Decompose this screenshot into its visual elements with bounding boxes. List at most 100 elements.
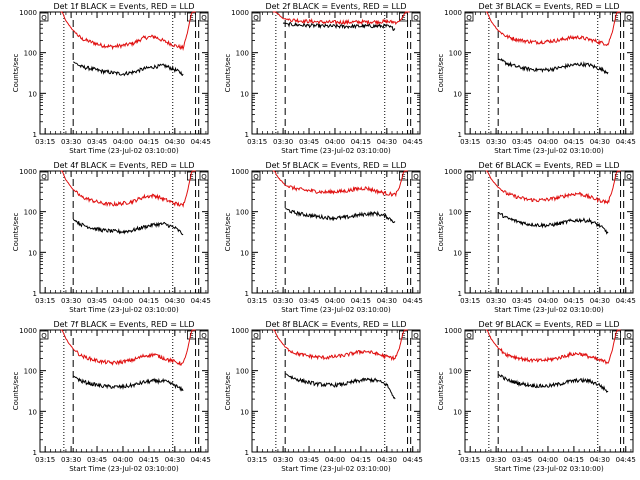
x-tick-label: 04:30 [165,456,185,464]
marker-label: Q [466,332,472,340]
marker-label: Q [253,173,259,181]
x-axis-label: Start Time (23-Jul-02 03:10:00) [69,306,179,314]
y-axis-label: Counts/sec [437,372,445,411]
y-tick-label: 1000 [19,168,37,176]
x-tick-label: 04:45 [616,138,636,146]
y-axis-label: Counts/sec [224,372,232,411]
detector-panel: Det 8f BLACK = Events, RED = LLD 1 10 100 10… [224,320,423,473]
plot-title: Det 4f BLACK = Events, RED = LLD [53,161,194,170]
marker-label: Q [466,173,472,181]
events-series-line [497,58,609,75]
y-axis-label: Counts/sec [224,213,232,252]
x-tick-label: 04:15 [564,456,584,464]
detector-panel: Det 9f BLACK = Events, RED = LLD 1 10 100 10… [437,320,636,473]
detector-panel: Det 2f BLACK = Events, RED = LLD 1 10 100 10… [224,2,423,155]
marker-box [251,12,261,22]
x-tick-label: 04:45 [191,138,211,146]
y-tick-label: 10 [453,249,462,257]
events-series-line [498,212,609,235]
x-tick-label: 03:45 [299,138,319,146]
x-tick-label: 03:15 [460,456,480,464]
marker-label: Q [626,173,632,181]
x-axis-label: Start Time (23-Jul-02 03:10:00) [494,465,604,473]
marker-box [612,330,621,340]
detector-panel: Det 4f BLACK = Events, RED = LLD 1 10 100 10… [12,161,211,314]
marker-label: Q [413,14,419,22]
marker-box [39,330,49,340]
x-axis-label: Start Time (23-Jul-02 03:10:00) [281,147,391,155]
x-tick-label: 04:00 [538,456,558,464]
y-axis-label: Counts/sec [12,54,20,93]
plot-frame [464,170,634,294]
x-tick-label: 03:30 [61,297,81,305]
y-axis-label: Counts/sec [12,372,20,411]
marker-label: Q [413,332,419,340]
plot-title: Det 6f BLACK = Events, RED = LLD [478,161,619,170]
x-tick-label: 03:45 [512,138,532,146]
y-tick-label: 1000 [444,168,462,176]
x-tick-label: 04:45 [403,138,423,146]
marker-box [251,330,261,340]
marker-label: Q [41,332,47,340]
plot-title: Det 8f BLACK = Events, RED = LLD [265,320,406,329]
marker-label: Q [466,14,472,22]
marker-box [199,171,209,181]
marker-box [464,12,474,22]
plot-title: Det 5f BLACK = Events, RED = LLD [265,161,406,170]
x-tick-label: 04:00 [325,297,345,305]
y-axis-label: Counts/sec [12,213,20,252]
y-tick-label: 1 [245,131,249,139]
x-tick-label: 04:15 [351,138,371,146]
x-tick-label: 04:45 [403,297,423,305]
marker-box [411,12,421,22]
events-series-line [285,373,396,400]
marker-box [464,330,474,340]
y-axis-label: Counts/sec [224,54,232,93]
marker-box [199,12,209,22]
marker-box [624,330,634,340]
marker-label: E [614,173,618,181]
marker-label: Q [41,173,47,181]
y-tick-label: 10 [453,408,462,416]
events-series-line [73,375,184,392]
marker-label: Q [201,14,207,22]
events-series-line [285,208,396,224]
marker-box [39,12,49,22]
lld-series-line [272,329,408,362]
marker-label: Q [626,14,632,22]
y-tick-label: 100 [236,50,249,58]
x-tick-label: 03:30 [273,456,293,464]
x-tick-label: 03:45 [87,297,107,305]
x-tick-label: 03:30 [273,297,293,305]
lld-series-line [272,170,408,198]
x-tick-label: 04:00 [538,138,558,146]
events-series-line [72,218,184,236]
detector-panel: Det 7f BLACK = Events, RED = LLD 1 10 100 10… [12,320,211,473]
y-tick-label: 10 [28,408,37,416]
y-tick-label: 10 [240,90,249,98]
x-tick-label: 04:15 [351,456,371,464]
x-tick-label: 03:15 [460,138,480,146]
lld-series-line [485,329,621,365]
x-tick-label: 04:30 [590,138,610,146]
x-tick-label: 04:15 [139,456,159,464]
y-tick-label: 1 [458,449,462,457]
x-tick-label: 04:15 [564,138,584,146]
y-axis-label: Counts/sec [437,213,445,252]
plot-frame [39,329,209,453]
x-axis-label: Start Time (23-Jul-02 03:10:00) [494,147,604,155]
x-tick-label: 03:15 [247,138,267,146]
plot-frame [464,11,634,135]
lld-series-line [60,11,196,51]
marker-label: Q [626,332,632,340]
marker-box [464,171,474,181]
y-tick-label: 10 [28,249,37,257]
marker-label: Q [253,332,259,340]
x-tick-label: 04:30 [590,297,610,305]
y-tick-label: 100 [449,209,462,217]
detector-panel: Det 3f BLACK = Events, RED = LLD 1 10 100 10… [437,2,636,155]
marker-box [199,330,209,340]
lld-series-line [485,11,621,47]
x-tick-label: 04:15 [139,138,159,146]
plot-title: Det 2f BLACK = Events, RED = LLD [265,2,406,11]
